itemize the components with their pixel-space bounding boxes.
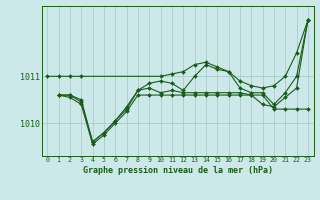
X-axis label: Graphe pression niveau de la mer (hPa): Graphe pression niveau de la mer (hPa) bbox=[83, 166, 273, 175]
